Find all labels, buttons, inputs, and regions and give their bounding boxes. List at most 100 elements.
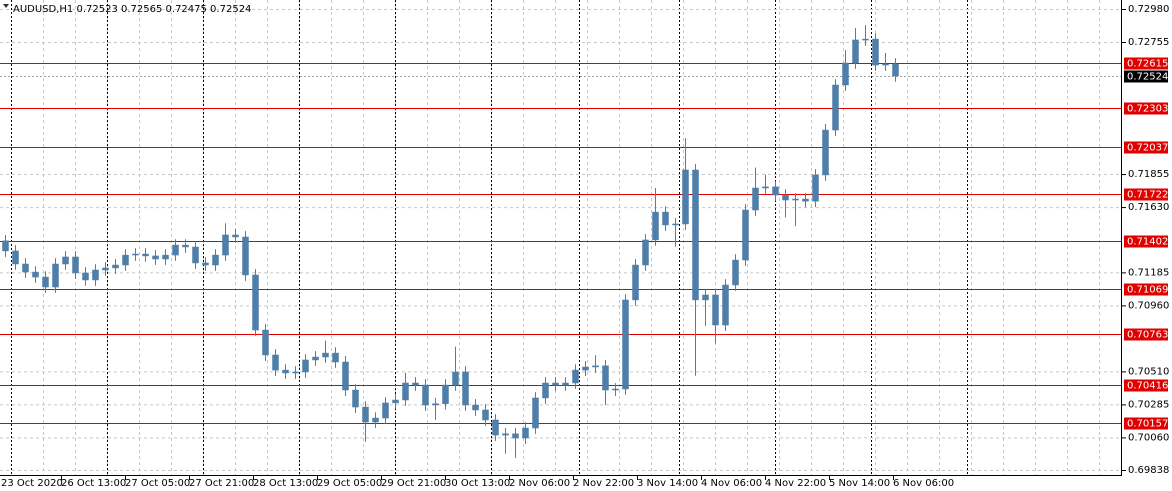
candle-body <box>62 256 69 265</box>
candle-body <box>592 365 599 368</box>
candle-body <box>682 169 689 225</box>
candle-body <box>322 352 329 358</box>
candle-body <box>122 254 129 266</box>
level-label-box <box>1124 188 1168 201</box>
candles-layer <box>2 24 899 458</box>
x-tick-label: 28 Oct 13:00 <box>253 478 318 489</box>
candle-body <box>172 244 179 256</box>
candle-body <box>492 419 499 436</box>
candle-body <box>482 409 489 421</box>
candle-body <box>412 382 419 386</box>
axis-layer: 0.72980 0.72755 0.71855 0.71630 0.71185 0.709… <box>1 4 1169 489</box>
x-tick-label: 3 Nov 14:00 <box>637 478 698 489</box>
candle-body <box>702 294 709 301</box>
grid-layer <box>0 0 1122 475</box>
x-tick-label: 2 Nov 22:00 <box>573 478 634 489</box>
y-tick-label: 0.72755 <box>1128 37 1169 48</box>
candle-body <box>562 382 569 386</box>
candle-body <box>762 186 769 189</box>
level-label-box <box>1124 57 1168 70</box>
candle-body <box>632 264 639 301</box>
candle-body <box>382 402 389 419</box>
candle-body <box>732 259 739 286</box>
y-tick-label: 0.70060 <box>1128 432 1169 443</box>
candle-body <box>662 211 669 226</box>
candle-body <box>552 382 559 386</box>
level-label: 0.70416 <box>1127 381 1168 392</box>
candle-body <box>772 186 779 196</box>
candle-body <box>822 129 829 176</box>
level-label-box <box>1124 141 1168 154</box>
candle-body <box>532 397 539 429</box>
candle-body <box>392 399 399 404</box>
candle-body <box>422 384 429 406</box>
candle-body <box>12 250 19 265</box>
candle-body <box>262 329 269 356</box>
candle-body <box>102 267 109 271</box>
level-label-box <box>1124 379 1168 392</box>
candle-body <box>112 264 119 269</box>
candle-body <box>282 369 289 374</box>
candle-body <box>452 371 459 386</box>
candle-body <box>572 369 579 384</box>
candle-body <box>462 371 469 406</box>
current-price-label: 0.72524 <box>1127 72 1168 83</box>
candle-body <box>152 255 159 260</box>
level-label-box <box>1124 235 1168 248</box>
candle-body <box>352 389 359 408</box>
candle-body <box>342 361 349 391</box>
candle-body <box>842 62 849 86</box>
candle-body <box>312 356 319 361</box>
x-tick-label: 4 Nov 22:00 <box>765 478 826 489</box>
candle-body <box>522 427 529 439</box>
y-tick-label: 0.72980 <box>1128 4 1169 15</box>
candle-body <box>602 365 609 391</box>
candle-body <box>782 194 789 201</box>
candle-body <box>862 38 869 41</box>
x-tick-label: 2 Nov 06:00 <box>509 478 570 489</box>
candle-body <box>812 174 819 202</box>
candle-body <box>232 234 239 238</box>
level-label: 0.70763 <box>1127 330 1168 341</box>
candle-body <box>612 388 619 391</box>
candle-body <box>542 382 549 399</box>
candle-body <box>832 84 839 131</box>
candle-body <box>582 366 589 371</box>
candle-body <box>712 294 719 326</box>
candle-body <box>212 254 219 266</box>
candle-body <box>652 211 659 241</box>
y-tick-label: 0.71630 <box>1128 202 1169 213</box>
x-tick-label: 29 Oct 21:00 <box>381 478 446 489</box>
candle-body <box>792 198 799 201</box>
candle-body <box>22 263 29 273</box>
x-tick-label: 27 Oct 05:00 <box>125 478 190 489</box>
y-tick-label: 0.70510 <box>1128 366 1169 377</box>
candle-body <box>162 254 169 260</box>
candle-body <box>2 240 9 252</box>
y-tick-label: 0.69838 <box>1128 465 1169 476</box>
candle-body <box>472 404 479 411</box>
candle-body <box>642 239 649 266</box>
candle-body <box>292 371 299 374</box>
x-tick-label: 4 Nov 06:00 <box>701 478 762 489</box>
candle-body <box>692 169 699 301</box>
level-label: 0.71722 <box>1127 190 1168 201</box>
x-tick-label: 5 Nov 14:00 <box>829 478 890 489</box>
candle-body <box>882 63 889 66</box>
candle-body <box>722 284 729 326</box>
level-label-box <box>1124 417 1168 430</box>
candle-body <box>672 223 679 226</box>
candle-body <box>622 299 629 390</box>
menu-icon[interactable] <box>3 4 9 8</box>
candle-body <box>402 382 409 401</box>
levels-layer <box>0 63 1122 424</box>
candle-body <box>32 271 39 278</box>
x-tick-label: 30 Oct 13:00 <box>445 478 510 489</box>
candle-body <box>802 198 809 202</box>
candle-body <box>372 417 379 423</box>
y-tick-label: 0.70285 <box>1128 399 1169 410</box>
candle-body <box>242 236 249 276</box>
candle-body <box>852 39 859 64</box>
candle-body <box>52 263 59 288</box>
